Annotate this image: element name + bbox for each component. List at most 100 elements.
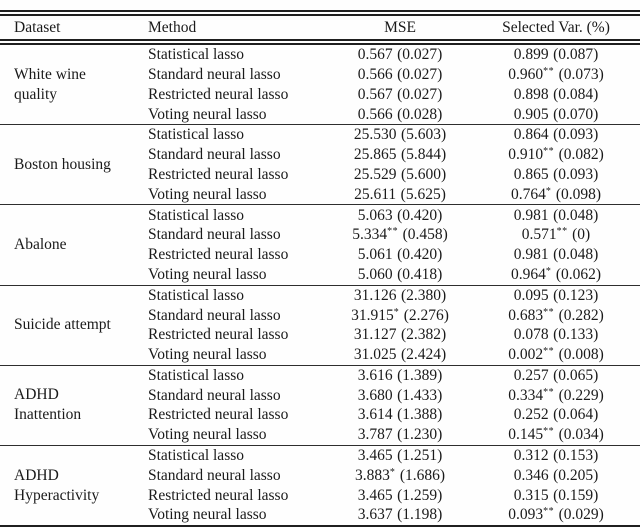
method-cell: Voting neural lasso xyxy=(148,426,267,444)
mse-cell: 25.865 (5.844) xyxy=(318,145,482,165)
sel-value: 0.683 xyxy=(508,306,544,324)
mse-sd: (1.259) xyxy=(397,486,443,504)
method-cell: Statistical lasso xyxy=(148,46,245,64)
sel-sd: (0.159) xyxy=(553,486,599,504)
mse-value: 5.063 xyxy=(357,206,393,224)
mse-cell: 0.567 (0.027) xyxy=(318,85,482,105)
mse-cell: 25.611 (5.625) xyxy=(318,185,482,205)
mse-sd: (0.418) xyxy=(397,265,443,283)
sel-value: 0.257 xyxy=(513,366,549,384)
mse-cell: 5.060 (0.418) xyxy=(318,265,482,285)
mse-value: 3.614 xyxy=(357,406,393,424)
mse-value: 3.637 xyxy=(357,506,393,524)
method-cell: Standard neural lasso xyxy=(148,466,281,484)
dataset-cell: ADHD Inattention xyxy=(14,386,82,424)
mse-value: 31.915 xyxy=(351,306,394,324)
mse-sd: (0.027) xyxy=(397,85,443,103)
header-row: Dataset Method MSE Selected Var. (%) xyxy=(0,13,640,42)
dataset-cell: Abalone xyxy=(14,235,67,253)
sel-value: 0.315 xyxy=(513,486,549,504)
table-row: Standard neural lasso 5.334** (0.458) 0.5… xyxy=(0,225,640,245)
mse-stars: ** xyxy=(387,226,399,238)
table-row: Standard neural lasso 0.566 (0.027) 0.960… xyxy=(0,65,640,85)
mse-sd: (1.433) xyxy=(397,386,443,404)
selected-var-cell: 0.078 (0.133) xyxy=(482,325,640,345)
sel-value: 0.764 xyxy=(510,185,546,203)
sel-sd: (0.087) xyxy=(553,46,599,64)
sel-value: 0.095 xyxy=(513,286,549,304)
selected-var-cell: 0.346 (0.205) xyxy=(482,466,640,486)
mse-value: 3.616 xyxy=(357,366,393,384)
sel-sd: (0.029) xyxy=(558,506,604,524)
selected-var-cell: 0.981 (0.048) xyxy=(482,245,640,265)
sel-value: 0.334 xyxy=(508,386,544,404)
selected-var-cell: 0.145** (0.034) xyxy=(482,425,640,445)
mse-sd: (2.424) xyxy=(400,346,447,364)
method-cell: Voting neural lasso xyxy=(148,506,267,524)
mse-value: 5.061 xyxy=(357,246,393,264)
sel-value: 0.981 xyxy=(513,206,549,224)
dataset-group-adhd-inattention: ADHD Inattention Statistical lasso 3.616… xyxy=(0,365,640,445)
sel-sd: (0.070) xyxy=(553,105,599,123)
mse-stars: * xyxy=(389,466,396,478)
mse-value: 3.465 xyxy=(357,447,393,465)
selected-var-cell: 0.898 (0.084) xyxy=(482,85,640,105)
sel-value: 0.910 xyxy=(508,146,544,164)
method-cell: Statistical lasso xyxy=(148,206,245,224)
mse-cell: 3.680 (1.433) xyxy=(318,386,482,406)
sel-sd: (0.034) xyxy=(558,426,604,444)
mse-cell: 3.637 (1.198) xyxy=(318,505,482,526)
mse-value: 25.529 xyxy=(353,165,397,183)
sel-value: 0.905 xyxy=(513,105,549,123)
table-row: Restricted neural lasso 31.127 (2.382) 0.… xyxy=(0,325,640,345)
selected-var-cell: 0.910** (0.082) xyxy=(482,145,640,165)
table-row: Restricted neural lasso 0.567 (0.027) 0.8… xyxy=(0,85,640,105)
mse-sd: (0.027) xyxy=(397,46,443,64)
selected-var-cell: 0.571** (0) xyxy=(482,225,640,245)
selected-var-cell: 0.981 (0.048) xyxy=(482,205,640,225)
sel-sd: (0.098) xyxy=(555,185,602,203)
method-cell: Restricted neural lasso xyxy=(148,326,289,344)
selected-var-cell: 0.002** (0.008) xyxy=(482,345,640,365)
method-cell: Statistical lasso xyxy=(148,447,245,465)
selected-var-cell: 0.864 (0.093) xyxy=(482,125,640,145)
mse-cell: 0.566 (0.028) xyxy=(318,104,482,124)
method-cell: Restricted neural lasso xyxy=(148,85,289,103)
selected-var-cell: 0.683** (0.282) xyxy=(482,305,640,325)
sel-sd: (0.065) xyxy=(553,366,599,384)
sel-value: 0.571 xyxy=(521,226,557,244)
table-row: Restricted neural lasso 3.465 (1.259) 0.3… xyxy=(0,486,640,506)
mse-cell: 3.787 (1.230) xyxy=(318,425,482,445)
method-cell: Restricted neural lasso xyxy=(148,246,289,264)
mse-value: 3.787 xyxy=(357,426,393,444)
sel-sd: (0.093) xyxy=(553,126,599,144)
table-row: Standard neural lasso 25.865 (5.844) 0.91… xyxy=(0,145,640,165)
mse-value: 31.127 xyxy=(353,326,397,344)
mse-sd: (5.844) xyxy=(400,146,447,164)
sel-stars: ** xyxy=(543,426,555,438)
dataset-group-suicide-attempt: Suicide attempt Statistical lasso 31.126… xyxy=(0,285,640,365)
selected-var-cell: 0.095 (0.123) xyxy=(482,285,640,305)
sel-sd: (0.153) xyxy=(553,447,599,465)
table-row: Voting neural lasso 3.637 (1.198) 0.093**… xyxy=(0,505,640,526)
mse-value: 3.680 xyxy=(357,386,393,404)
sel-sd: (0.082) xyxy=(558,146,604,164)
sel-sd: (0.062) xyxy=(555,265,602,283)
selected-var-cell: 0.905 (0.070) xyxy=(482,104,640,124)
mse-cell: 5.061 (0.420) xyxy=(318,245,482,265)
sel-stars: ** xyxy=(543,346,555,358)
sel-sd: (0.205) xyxy=(553,466,599,484)
dataset-cell: ADHD Hyperactivity xyxy=(14,466,100,504)
sel-value: 0.981 xyxy=(513,246,549,264)
mse-sd: (2.276) xyxy=(403,306,449,324)
mse-sd: (0.420) xyxy=(397,246,443,264)
method-cell: Restricted neural lasso xyxy=(148,406,289,424)
mse-sd: (1.198) xyxy=(397,506,443,524)
sel-stars: ** xyxy=(556,226,568,238)
mse-cell: 31.126 (2.380) xyxy=(318,285,482,305)
mse-sd: (2.380) xyxy=(400,286,447,304)
table-row: Restricted neural lasso 5.061 (0.420) 0.9… xyxy=(0,245,640,265)
sel-value: 0.312 xyxy=(513,447,549,465)
mse-sd: (1.389) xyxy=(397,366,443,384)
selected-var-cell: 0.334** (0.229) xyxy=(482,386,640,406)
